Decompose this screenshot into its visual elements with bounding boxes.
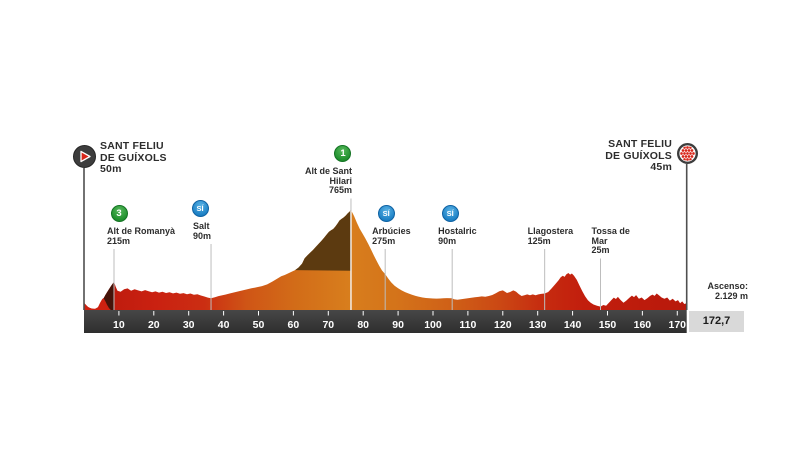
start-play-flag-icon — [73, 145, 96, 168]
axis-tick-label: 30 — [183, 319, 195, 331]
axis-tick-label: 80 — [357, 319, 369, 331]
start-name-line1: SANT FELIU — [100, 140, 164, 152]
waypoint-label: Tossa de Mar 25m — [591, 226, 630, 255]
total-ascent: Ascenso: 2.129 m — [707, 281, 748, 301]
axis-tick-label: 110 — [459, 319, 476, 331]
total-distance-box: 172,7 — [689, 311, 744, 332]
axis-tick-label: 70 — [322, 319, 334, 331]
finish-label: SANT FELIU DE GUÍXOLS 45m — [605, 138, 672, 174]
foreground-hill — [84, 298, 111, 310]
waypoint-label: Llagostera 125m — [527, 226, 574, 246]
axis-tick-label: 130 — [529, 319, 547, 331]
finish-polka-dot-icon — [677, 143, 698, 164]
distance-axis-bar — [84, 310, 687, 333]
axis-tick-label: 40 — [218, 319, 230, 331]
axis-tick-label: 140 — [564, 319, 582, 331]
start-name-line2: DE GUÍXOLS — [100, 151, 167, 164]
ascent-label: Ascenso: — [707, 281, 748, 291]
finish-name-line2: DE GUÍXOLS — [605, 149, 672, 162]
climb-category-badge-icon: 3 — [110, 205, 128, 222]
waypoint-label: Alt de Sant Hilari 765m — [304, 166, 352, 195]
ascent-value: 2.129 m — [714, 291, 748, 301]
axis-tick-label: 10 — [113, 319, 125, 331]
axis-tick-label: 60 — [288, 319, 300, 331]
finish-elevation: 45m — [650, 161, 672, 173]
start-label: SANT FELIU DE GUÍXOLS 50m — [100, 140, 167, 176]
axis-tick-label: 90 — [392, 319, 404, 331]
sprint-badge-icon: SÍ — [441, 205, 459, 222]
steep-face-sant-hilari — [295, 210, 351, 271]
climb-category-badge-icon: 1 — [334, 145, 352, 162]
axis-tick-label: 160 — [634, 319, 652, 331]
axis-tick-label: 50 — [253, 319, 265, 331]
waypoint-label: Alt de Romanyà 215m — [107, 226, 176, 246]
start-elevation: 50m — [100, 163, 122, 175]
axis-tick-label: 150 — [599, 319, 617, 331]
waypoint-label: Salt 90m — [193, 221, 212, 241]
axis-tick-label: 120 — [494, 319, 512, 331]
waypoint-label: Arbúcies 275m — [372, 226, 411, 246]
sprint-badge-icon: SÍ — [377, 205, 395, 222]
axis-tick-label: 100 — [424, 319, 442, 331]
axis-tick-label: 170 — [669, 319, 687, 331]
waypoint-label: Hostalric 90m — [438, 226, 477, 246]
finish-name-line1: SANT FELIU — [608, 138, 672, 150]
sprint-badge-icon: SÍ — [191, 200, 209, 217]
axis-tick-label: 20 — [148, 319, 160, 331]
